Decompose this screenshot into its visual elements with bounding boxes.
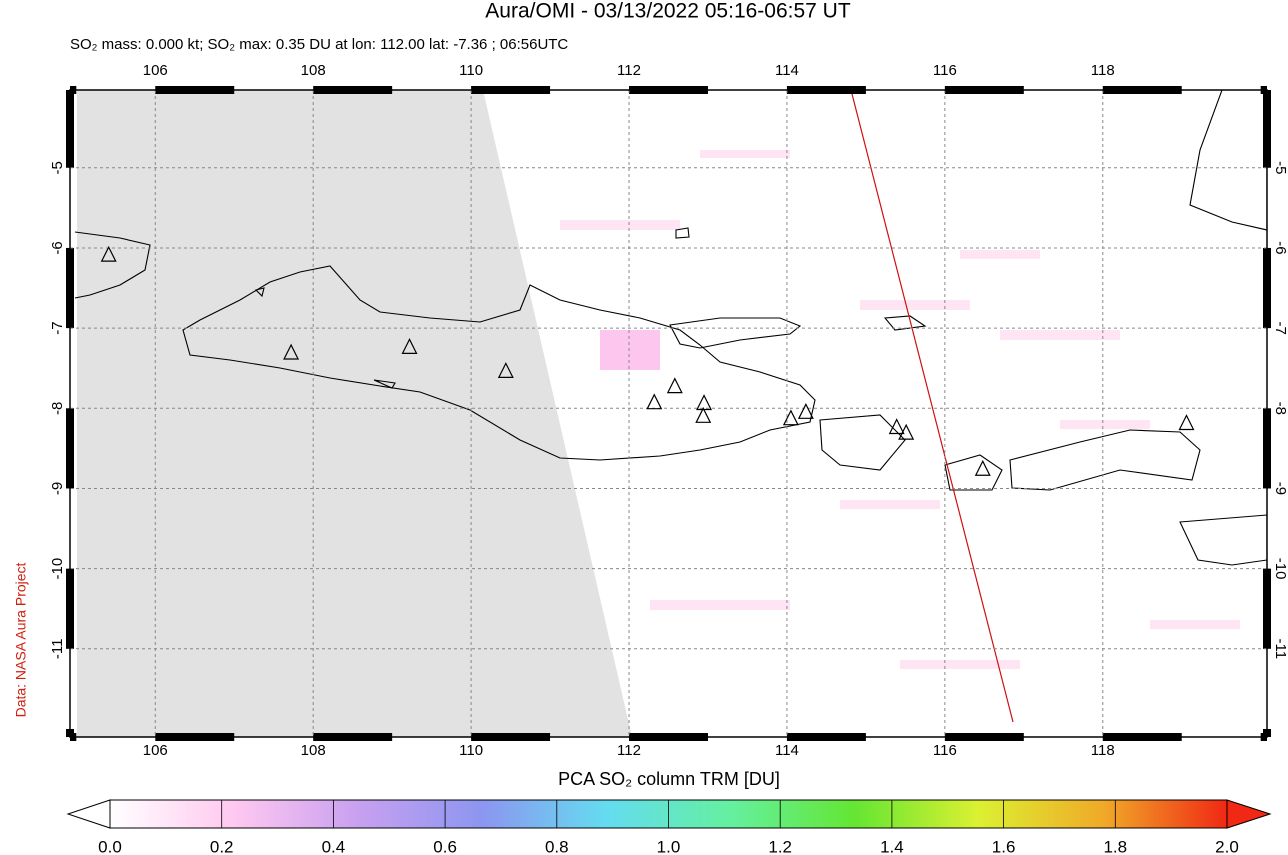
colorbar-tick-label: 1.2	[768, 837, 792, 855]
colorbar-tick-label: 0.6	[433, 837, 457, 855]
x-tick-label: 112	[617, 742, 641, 759]
y-tick-label: -5	[1272, 161, 1288, 174]
colorbar-tick-label: 1.4	[880, 837, 904, 855]
x-tick-label: 114	[775, 742, 799, 759]
x-tick-label: 108	[301, 62, 326, 79]
volcano-marker	[1178, 414, 1195, 431]
chart-title: Aura/OMI - 03/13/2022 05:16-06:57 UT	[485, 0, 851, 23]
x-tick-label: 110	[459, 62, 483, 79]
y-tick-label: -7	[49, 321, 66, 334]
no-data-region	[77, 90, 632, 737]
y-tick-label: -7	[1272, 321, 1288, 334]
colorbar-high-arrow	[1226, 799, 1272, 829]
volcano-marker	[401, 338, 418, 354]
map-layers	[74, 90, 1267, 737]
orbit-track	[850, 90, 1014, 723]
y-tick-label: -10	[49, 558, 66, 580]
x-tick-label: 108	[301, 742, 326, 759]
y-tick-label: -8	[49, 402, 66, 415]
volcano-marker	[646, 393, 663, 410]
x-tick-label: 106	[143, 742, 168, 759]
colorbar-tick-label: 0.2	[210, 837, 234, 855]
coastlines	[74, 90, 1267, 566]
y-tick-label: -10	[1272, 558, 1288, 580]
map-frame	[69, 89, 1268, 738]
x-tick-label: 110	[459, 742, 483, 759]
volcano-marker	[695, 406, 712, 423]
volcano-marker	[100, 245, 117, 262]
y-tick-label: -11	[1272, 639, 1288, 660]
colorbar-tick-label: 1.6	[992, 837, 1016, 855]
colorbar-label: PCA SO₂ column TRM [DU]	[558, 769, 780, 789]
y-tick-label: -11	[49, 639, 66, 660]
colorbar-tick-label: 2.0	[1215, 837, 1239, 855]
colorbar-tick-label: 1.8	[1103, 837, 1127, 855]
side-note: Data: NASA Aura Project	[13, 562, 29, 717]
volcano-marker	[797, 402, 814, 419]
colorbar-low-arrow	[66, 799, 111, 829]
y-tick-label: -6	[1272, 241, 1288, 254]
so2-swaths	[560, 150, 1240, 669]
colorbar-tick-label: 0.4	[322, 837, 346, 855]
y-tick-label: -5	[49, 161, 66, 174]
volcano-marker	[782, 409, 799, 426]
volcano-marker	[898, 423, 915, 440]
volcano-marker	[283, 343, 300, 360]
x-tick-label: 114	[775, 62, 799, 79]
volcano-marker	[974, 459, 991, 476]
volcano-marker	[497, 362, 514, 379]
y-tick-label: -9	[1272, 482, 1288, 495]
colorbar-tick-label: 1.0	[657, 837, 681, 855]
x-tick-label: 116	[933, 62, 957, 79]
x-tick-label: 116	[933, 742, 957, 759]
y-tick-label: -8	[1272, 402, 1288, 415]
y-tick-label: -6	[49, 241, 66, 254]
subtitle: SO₂ mass: 0.000 kt; SO₂ max: 0.35 DU at …	[70, 36, 568, 53]
x-tick-label: 118	[1091, 62, 1115, 79]
x-tick-label: 106	[143, 62, 168, 79]
colorbar-tick-label: 0.8	[545, 837, 569, 855]
colorbar-tick-label: 0.0	[98, 837, 122, 855]
x-tick-label: 112	[617, 62, 641, 79]
x-tick-label: 118	[1091, 742, 1115, 759]
volcano-marker	[888, 418, 905, 435]
y-tick-label: -9	[49, 482, 66, 495]
volcano-marker	[666, 377, 683, 394]
